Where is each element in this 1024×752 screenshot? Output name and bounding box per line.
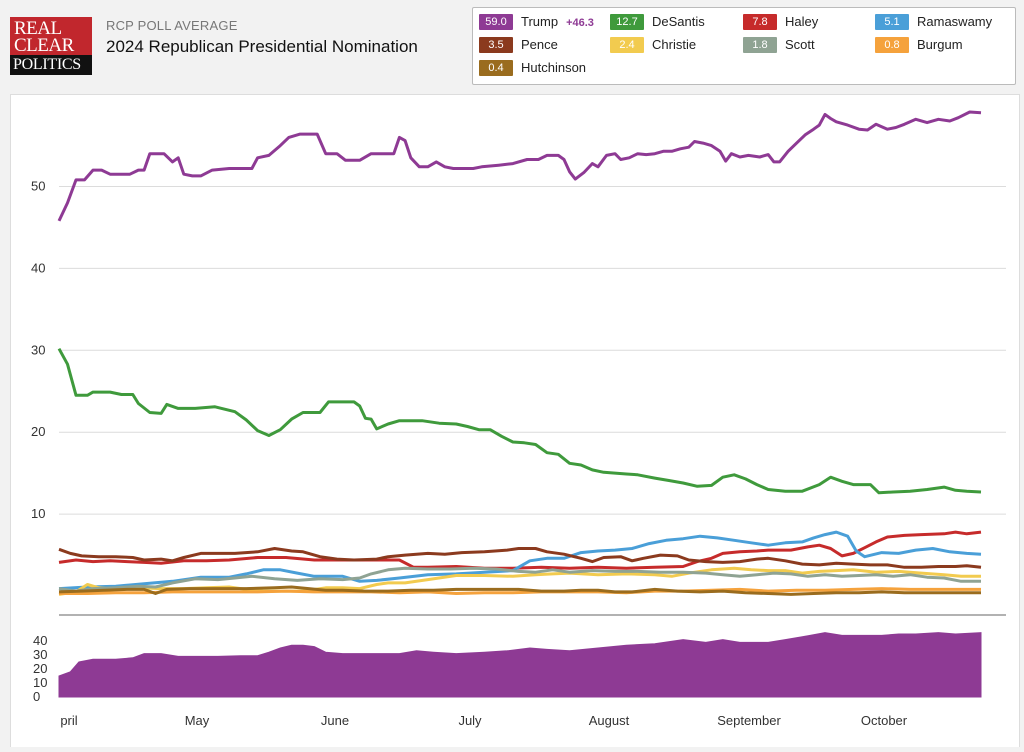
- y-tick-label: 30: [31, 342, 45, 357]
- series-line-hutchinson: [58, 585, 981, 596]
- lead-margin: +46.3: [566, 17, 594, 29]
- series-line-burgum: [59, 587, 981, 595]
- legend-value-badge: 59.0: [479, 14, 513, 30]
- legend-item-burgum[interactable]: 0.8 Burgum: [875, 37, 995, 55]
- legend-item-ramaswamy[interactable]: 5.1 Ramaswamy: [875, 14, 1010, 32]
- legend-item-pence[interactable]: 3.5 Pence: [479, 37, 599, 55]
- series-lines: [57, 110, 982, 596]
- x-tick-label: August: [589, 713, 630, 728]
- candidate-legend: 59.0 Trump +46.3 12.7 DeSantis 7.8 Haley …: [472, 7, 1016, 85]
- navigator-area: [58, 632, 982, 698]
- series-line-haley: [58, 530, 982, 570]
- x-tick-label: July: [458, 713, 482, 728]
- legend-name: DeSantis: [652, 14, 705, 29]
- legend-value-badge: 7.8: [743, 14, 777, 30]
- navigator-tick-label: 30: [33, 647, 47, 662]
- legend-name: Trump: [521, 14, 559, 29]
- legend-value-badge: 2.4: [610, 37, 644, 53]
- legend-item-haley[interactable]: 7.8 Haley: [743, 14, 863, 32]
- legend-value-badge: 5.1: [875, 14, 909, 30]
- series-line-scott: [58, 566, 981, 593]
- x-tick-label: October: [861, 713, 908, 728]
- legend-value-badge: 3.5: [479, 37, 513, 53]
- legend-value-badge: 12.7: [610, 14, 644, 30]
- legend-item-desantis[interactable]: 12.7 DeSantis: [610, 14, 730, 32]
- logo-line-real: REAL: [14, 18, 62, 39]
- legend-item-trump[interactable]: 59.0 Trump +46.3: [479, 14, 629, 32]
- series-line-ramaswamy: [58, 530, 982, 591]
- poll-average-kicker: RCP POLL AVERAGE: [106, 18, 238, 33]
- logo-line-clear: CLEAR: [14, 35, 74, 56]
- legend-value-badge: 1.8: [743, 37, 777, 53]
- chart-panel: 10 20 30 40 50 0 10 20 30 40 pril May June July Augu…: [10, 94, 1020, 747]
- logo-line-politics: POLITICS: [10, 55, 92, 75]
- legend-name: Ramaswamy: [917, 14, 993, 29]
- legend-name: Haley: [785, 14, 819, 29]
- series-line-pence: [58, 547, 982, 569]
- legend-name: Christie: [652, 37, 697, 52]
- series-line-trump: [57, 110, 982, 222]
- navigator-tick-label: 10: [33, 675, 47, 690]
- legend-name: Hutchinson: [521, 60, 587, 75]
- navigator-tick-label: 0: [33, 689, 40, 704]
- legend-value-badge: 0.4: [479, 60, 513, 76]
- gridlines: [59, 186, 1006, 515]
- y-tick-label: 20: [31, 424, 45, 439]
- page-title: 2024 Republican Presidential Nomination: [106, 37, 418, 56]
- legend-name: Scott: [785, 37, 815, 52]
- y-tick-label: 50: [31, 179, 45, 194]
- navigator-tick-label: 20: [33, 661, 47, 676]
- series-line-desantis: [57, 347, 982, 495]
- x-tick-label: June: [321, 713, 349, 728]
- navigator-area-trump: [58, 632, 982, 698]
- x-tick-label: September: [717, 713, 781, 728]
- legend-item-scott[interactable]: 1.8 Scott: [743, 37, 863, 55]
- x-tick-label: pril: [60, 713, 77, 728]
- y-axis-ticks: 10 20 30 40 50: [31, 179, 45, 522]
- x-axis-month-labels: pril May June July August September October: [60, 713, 907, 728]
- y-tick-label: 10: [31, 506, 45, 521]
- legend-item-hutchinson[interactable]: 0.4 Hutchinson: [479, 60, 619, 78]
- y-tick-label: 40: [31, 260, 45, 275]
- legend-name: Pence: [521, 37, 558, 52]
- rcp-logo[interactable]: REAL CLEAR POLITICS: [10, 17, 92, 75]
- legend-item-christie[interactable]: 2.4 Christie: [610, 37, 730, 55]
- legend-name: Burgum: [917, 37, 963, 52]
- navigator-tick-label: 40: [33, 633, 47, 648]
- legend-value-badge: 0.8: [875, 37, 909, 53]
- x-tick-label: May: [185, 713, 210, 728]
